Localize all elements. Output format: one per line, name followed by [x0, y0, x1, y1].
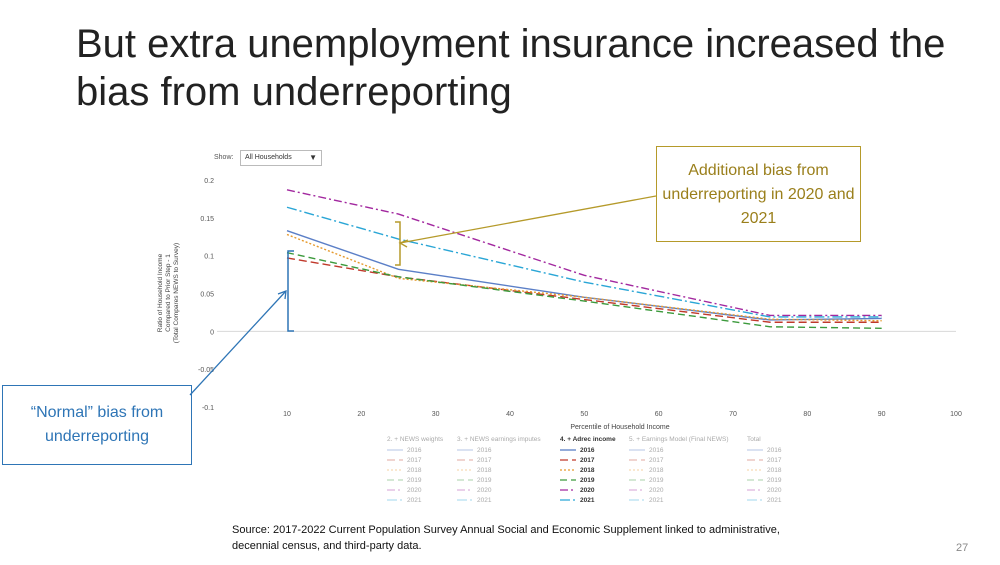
legend-year-label: 2016 — [407, 447, 422, 454]
legend-group-title: 3. + NEWS earnings imputes — [457, 436, 541, 443]
chevron-down-icon: ▼ — [309, 153, 317, 162]
legend-year-label: 2019 — [649, 477, 664, 484]
legend-group-title: 2. + NEWS weights — [387, 436, 444, 443]
y-tick-label: 0.05 — [200, 292, 214, 299]
show-label: Show: — [214, 154, 234, 161]
legend-year-label: 2020 — [767, 487, 782, 494]
legend-year-label: 2017 — [477, 457, 492, 464]
legend-group-title: Total — [747, 436, 761, 443]
y-axis-label: Ratio of Household IncomeCompared to Pri… — [157, 243, 180, 343]
legend-year-label: 2016 — [767, 447, 782, 454]
bracket-normal-bias — [287, 250, 294, 332]
legend-year-label: 2016 — [477, 447, 492, 454]
legend-year-label: 2017 — [407, 457, 422, 464]
slide-title: But extra unemployment insurance increas… — [76, 22, 946, 114]
y-tick-label: 0.15 — [200, 216, 214, 223]
dropdown-value: All Households — [245, 154, 292, 161]
arrowhead-additional-bias — [398, 239, 409, 248]
x-tick-label: 50 — [580, 411, 588, 418]
legend-year-label: 2019 — [767, 477, 782, 484]
legend-year-label: 2021 — [580, 497, 595, 504]
x-tick-label: 70 — [729, 411, 737, 418]
legend-year-label: 2019 — [580, 477, 595, 484]
arrowhead-normal-bias — [277, 290, 287, 300]
legend-year-label: 2020 — [407, 487, 422, 494]
x-tick-label: 60 — [655, 411, 663, 418]
legend-year-label: 2019 — [407, 477, 422, 484]
household-filter-dropdown[interactable]: All Households ▼ — [240, 150, 322, 166]
bracket-additional-bias — [395, 221, 401, 266]
legend-year-label: 2018 — [580, 467, 595, 474]
legend-year-label: 2017 — [767, 457, 782, 464]
legend-year-label: 2021 — [477, 497, 492, 504]
x-tick-label: 100 — [950, 411, 962, 418]
legend-year-label: 2019 — [477, 477, 492, 484]
series-line-2021 — [286, 206, 882, 318]
y-tick-label: -0.1 — [202, 405, 214, 412]
legend-year-label: 2021 — [767, 497, 782, 504]
source-note: Source: 2017-2022 Current Population Sur… — [232, 524, 780, 552]
legend-year-label: 2021 — [649, 497, 664, 504]
series-line-2016 — [286, 230, 882, 321]
legend-year-label: 2021 — [407, 497, 422, 504]
x-tick-label: 90 — [878, 411, 886, 418]
y-tick-label: -0.05 — [198, 367, 214, 374]
x-tick-label: 20 — [357, 411, 365, 418]
x-tick-label: 10 — [283, 411, 291, 418]
legend-year-label: 2017 — [580, 457, 595, 464]
page-number: 27 — [956, 542, 969, 554]
x-tick-label: 80 — [803, 411, 811, 418]
arrow-normal-bias — [189, 290, 287, 396]
legend-year-label: 2017 — [649, 457, 664, 464]
callout-additional-bias: Additional bias from underreporting in 2… — [656, 146, 861, 242]
legend-group-title: 4. + Adrec income — [560, 436, 616, 443]
series-line-2020 — [286, 189, 882, 317]
legend-year-label: 2018 — [407, 467, 422, 474]
series-line-2017 — [286, 257, 882, 323]
legend-year-label: 2018 — [649, 467, 664, 474]
legend-year-label: 2016 — [649, 447, 664, 454]
arrow-additional-bias — [399, 195, 657, 244]
y-tick-label: 0.2 — [204, 178, 214, 185]
x-tick-label: 30 — [432, 411, 440, 418]
series-line-2018 — [286, 233, 882, 322]
chart-annotations — [189, 195, 657, 396]
legend-year-label: 2020 — [580, 487, 595, 494]
chart-legend: 2. + NEWS weights 2016 2017 2018 2019 2020 202… — [387, 436, 782, 504]
chart-ticks: 0.2 0.15 0.1 0.05 0 -0.05 -0.1 10 20 30 40 50 60 70 80… — [198, 178, 962, 418]
series-line-2019 — [286, 251, 882, 330]
callout-normal-bias: “Normal” bias from underreporting — [2, 385, 192, 465]
legend-year-label: 2018 — [477, 467, 492, 474]
y-axis-label-text: Ratio of Household IncomeCompared to Pri… — [157, 243, 180, 343]
legend-year-label: 2020 — [649, 487, 664, 494]
legend-year-label: 2020 — [477, 487, 492, 494]
x-tick-label: 40 — [506, 411, 514, 418]
y-tick-label: 0 — [210, 329, 214, 336]
x-axis-label: Percentile of Household Income — [570, 424, 669, 431]
legend-year-label: 2016 — [580, 447, 595, 454]
y-tick-label: 0.1 — [204, 254, 214, 261]
legend-year-label: 2018 — [767, 467, 782, 474]
legend-group-title: 5. + Earnings Model (Final NEWS) — [629, 436, 729, 443]
chart-series — [286, 189, 882, 330]
